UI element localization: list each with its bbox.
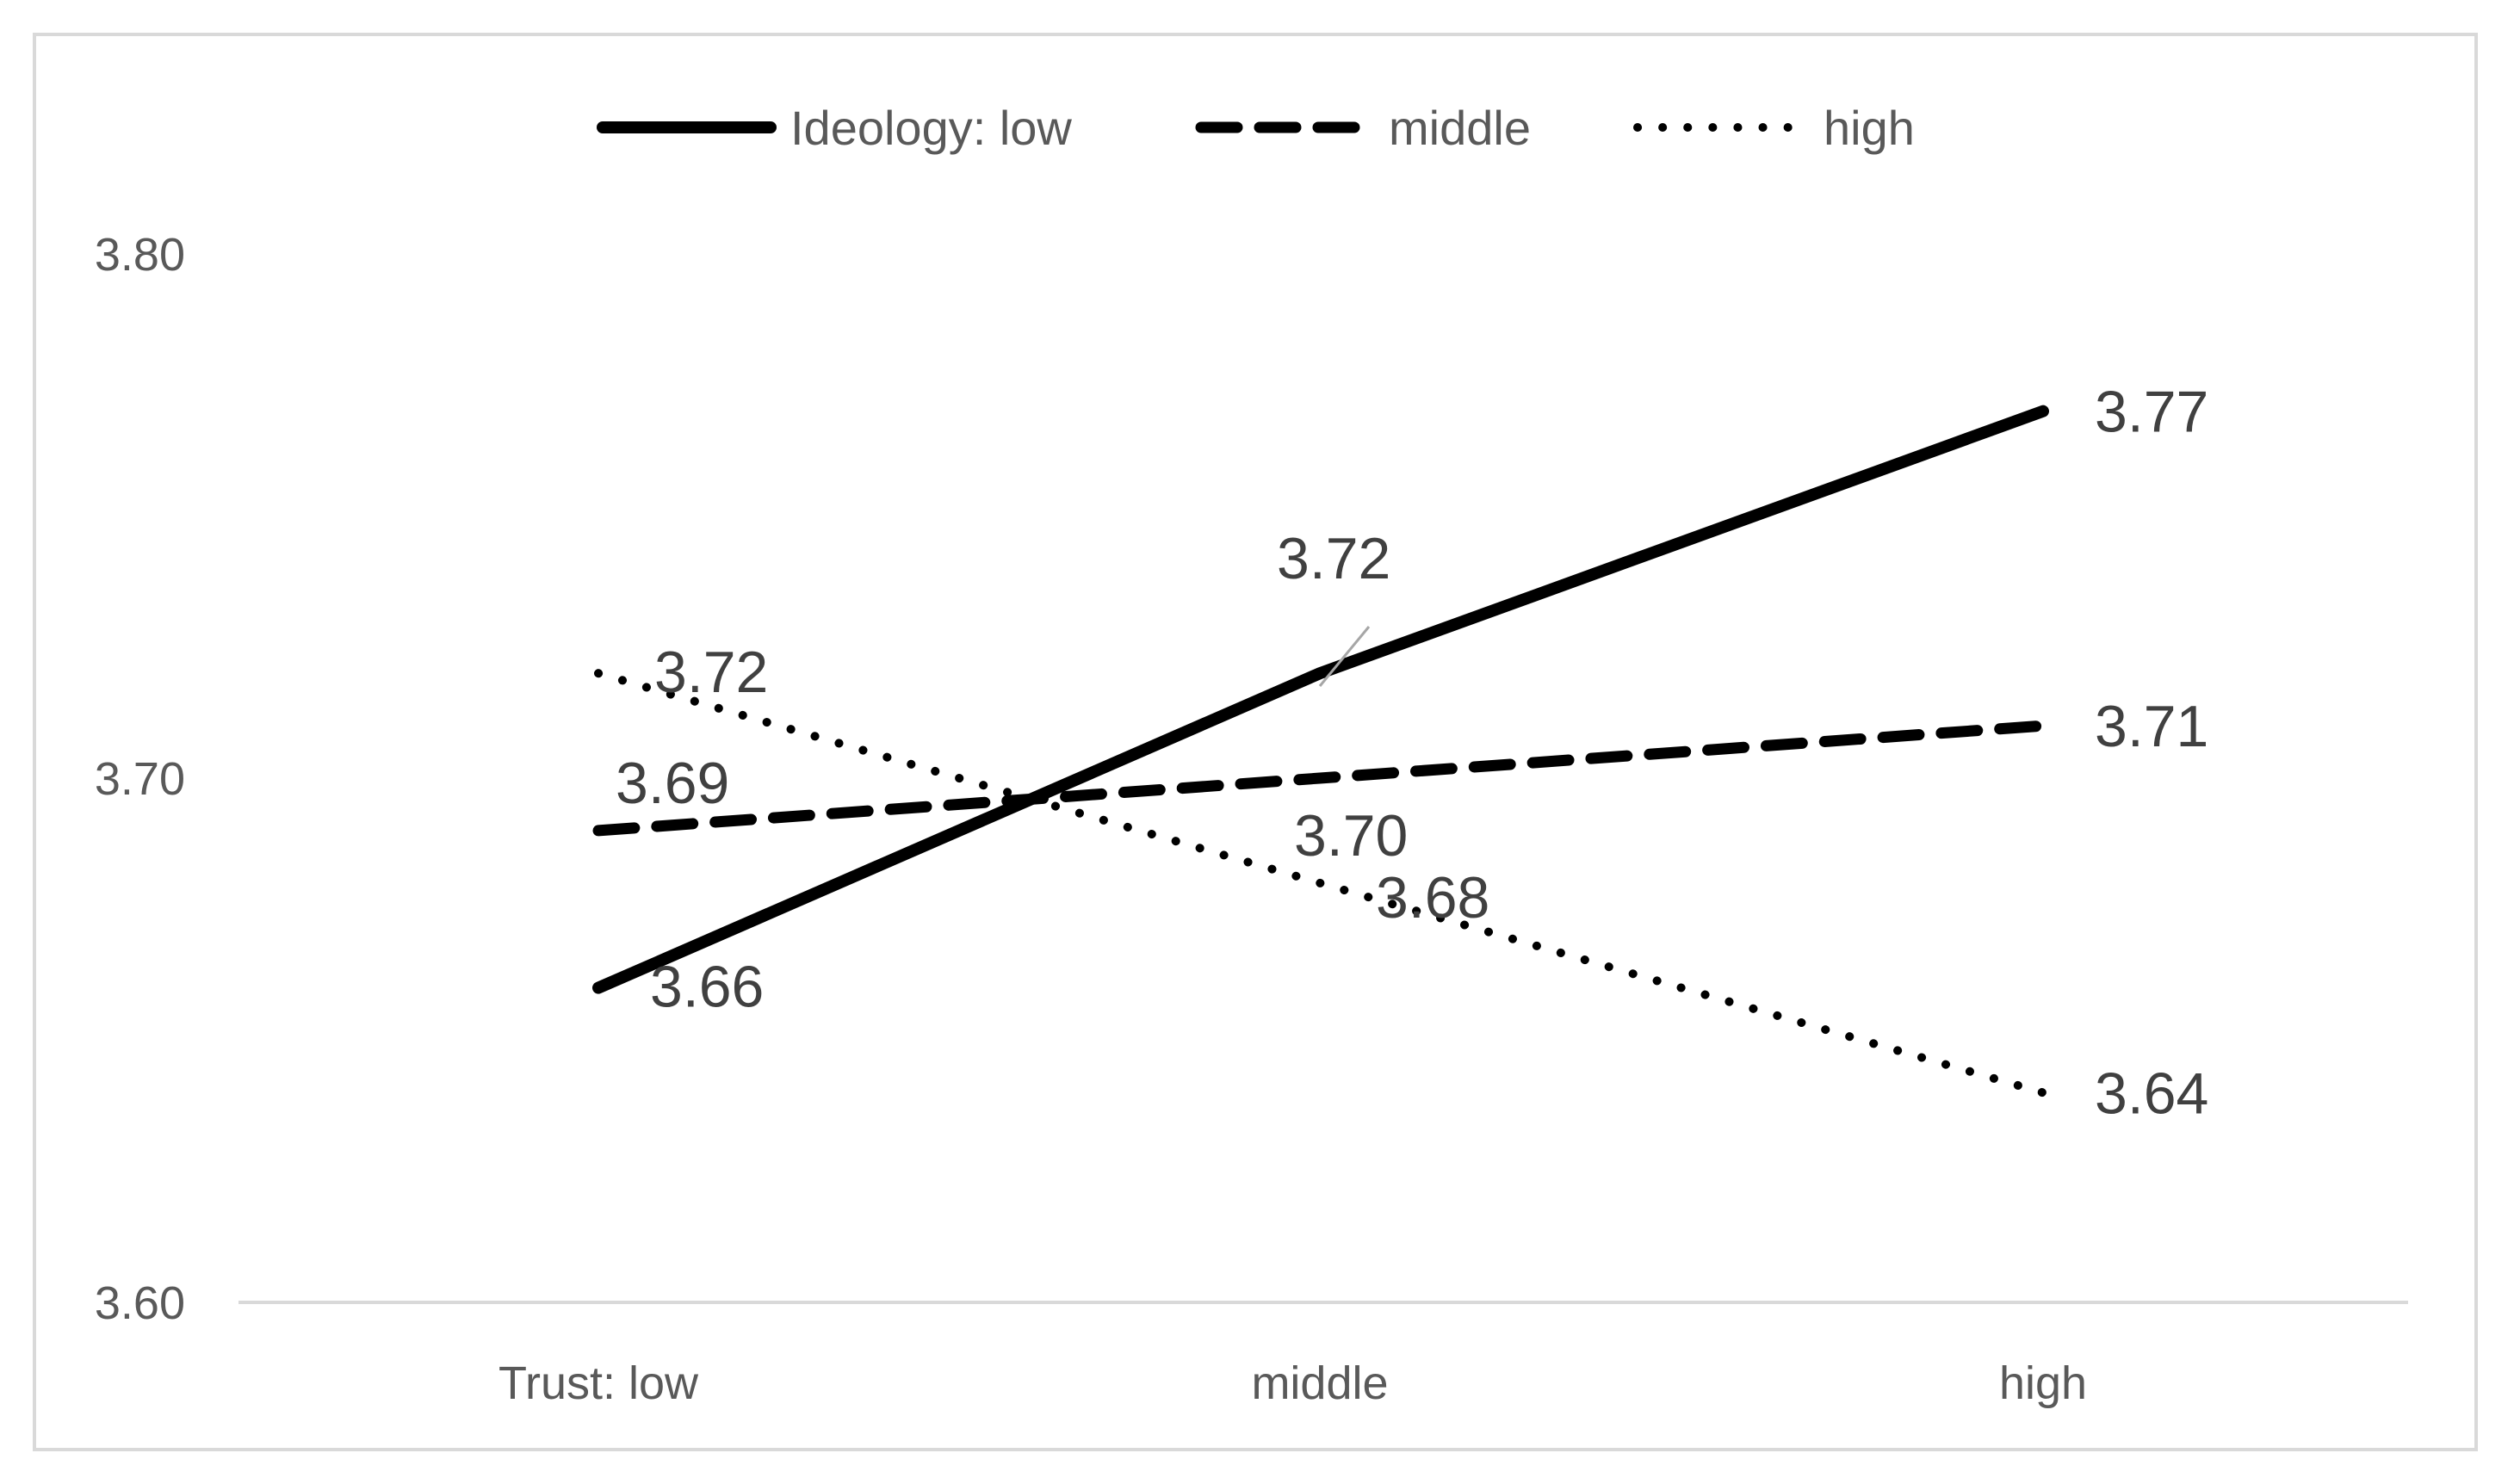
x-tick-label: middle (1251, 1357, 1388, 1409)
data-label: 3.66 (650, 955, 764, 1020)
series-line-2 (594, 669, 2047, 1098)
y-tick-label: 3.80 (95, 229, 185, 281)
data-label: 3.68 (1376, 865, 1489, 931)
y-tick-label: 3.70 (95, 753, 185, 805)
chart-frame (33, 33, 2478, 1451)
data-label: 3.70 (1294, 803, 1408, 869)
y-tick-label: 3.60 (95, 1277, 185, 1329)
series-line-1 (592, 720, 2049, 837)
x-tick-label: Trust: low (498, 1357, 699, 1409)
data-label: 3.72 (1277, 526, 1390, 591)
legend-label: Ideology: low (790, 101, 1072, 155)
data-label: 3.64 (2095, 1060, 2208, 1126)
x-tick-label: high (1999, 1357, 2087, 1409)
legend-label: middle (1389, 101, 1531, 155)
legend-label: high (1824, 101, 1915, 155)
data-label-leader-line (1318, 626, 1371, 687)
data-label: 3.71 (2095, 694, 2208, 759)
series-line-0 (592, 405, 2049, 994)
data-label: 3.69 (616, 751, 729, 816)
data-label: 3.77 (2095, 380, 2208, 445)
data-label: 3.72 (654, 640, 768, 705)
